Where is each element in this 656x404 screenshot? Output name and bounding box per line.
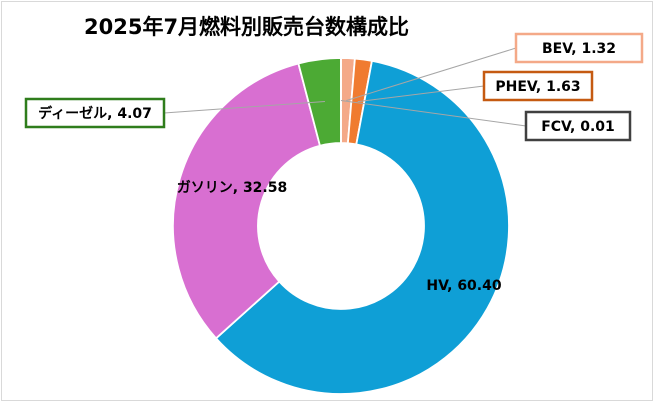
data-label-bev: BEV, 1.32 (542, 41, 616, 57)
data-label-box-bev (514, 32, 644, 64)
data-label-box-fcv (524, 110, 632, 142)
chart-title: 2025年7月燃料別販売台数構成比 (84, 15, 410, 39)
data-label-box-series-4 (24, 97, 166, 129)
data-label-box-phev (482, 70, 594, 102)
data-label-series-4: ディーゼル, 4.07 (38, 105, 152, 122)
leader-line-phev (357, 85, 485, 103)
slice-hv (214, 59, 510, 395)
data-label-series-3: ガソリン, 32.58 (177, 180, 287, 196)
leader-line-fcv (340, 100, 527, 127)
leader-line-bev (346, 47, 517, 102)
data-label-fcv: FCV, 0.01 (541, 119, 615, 135)
slice-series-3 (172, 62, 322, 340)
data-label-phev: PHEV, 1.63 (495, 79, 580, 95)
leader-line-series-4 (163, 101, 325, 114)
data-label-hv: HV, 60.40 (426, 278, 501, 294)
